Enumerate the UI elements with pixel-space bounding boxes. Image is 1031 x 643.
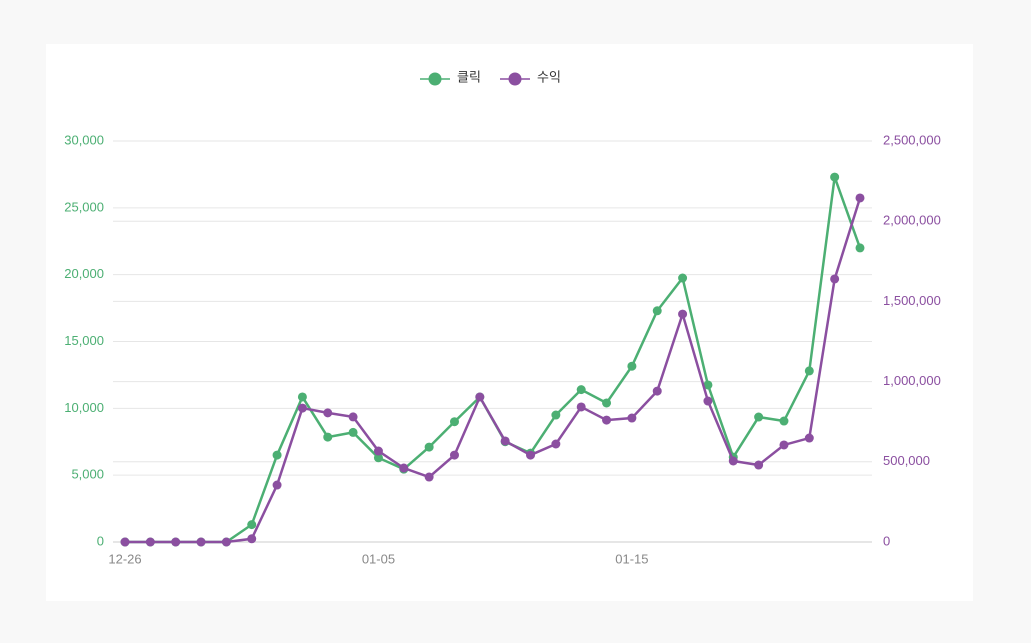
data-point [804,433,814,443]
data-point [703,396,713,406]
data-point [196,537,206,547]
legend-label: 클릭 [457,69,481,84]
y2-tick-label: 2,000,000 [883,213,941,228]
data-point [627,413,637,423]
data-point [171,537,181,547]
data-point [424,472,434,482]
data-point [323,408,333,418]
y2-tick-label: 2,500,000 [883,132,941,147]
data-point [449,417,459,427]
y2-tick-label: 500,000 [883,453,930,468]
legend-marker [508,72,522,86]
data-point [399,463,409,473]
data-point [602,398,612,408]
legend-label: 수익 [537,69,561,84]
chart-panel [46,44,973,601]
data-point [678,273,688,283]
data-point [830,274,840,284]
data-point [297,403,307,413]
data-point [348,427,358,437]
data-point [323,432,333,442]
data-point [221,537,231,547]
data-point [526,450,536,460]
y2-tick-label: 1,000,000 [883,373,941,388]
data-point [754,460,764,470]
data-point [576,402,586,412]
data-point [373,446,383,456]
data-point [272,450,282,460]
data-point [373,453,383,463]
data-point [703,380,713,390]
x-tick-label: 12-26 [108,551,141,566]
data-point [272,480,282,490]
data-point [678,309,688,319]
data-point [652,306,662,316]
data-point [500,436,510,446]
y-tick-label: 15,000 [64,333,104,348]
y-tick-label: 10,000 [64,400,104,415]
y-tick-label: 30,000 [64,132,104,147]
data-point [754,412,764,422]
data-point [449,450,459,460]
y2-tick-label: 1,500,000 [883,293,941,308]
x-tick-label: 01-15 [615,551,648,566]
y2-tick-label: 0 [883,533,890,548]
data-point [424,442,434,452]
y-tick-label: 20,000 [64,266,104,281]
data-point [855,193,865,203]
data-point [652,386,662,396]
data-point [602,415,612,425]
data-point [247,534,257,544]
data-point [804,366,814,376]
data-point [830,172,840,182]
data-point [348,412,358,422]
data-point [551,439,561,449]
y-tick-label: 25,000 [64,199,104,214]
data-point [576,385,586,395]
y-tick-label: 0 [97,533,104,548]
x-tick-label: 01-05 [362,551,395,566]
data-point [779,416,789,426]
data-point [475,392,485,402]
y-tick-label: 5,000 [71,467,104,482]
data-point [779,440,789,450]
data-point [247,520,257,530]
data-point [145,537,155,547]
data-point [855,243,865,253]
legend-marker [428,72,442,86]
data-point [728,456,738,466]
data-point [297,392,307,402]
data-point [551,410,561,420]
data-point [627,361,637,371]
data-point [120,537,130,547]
